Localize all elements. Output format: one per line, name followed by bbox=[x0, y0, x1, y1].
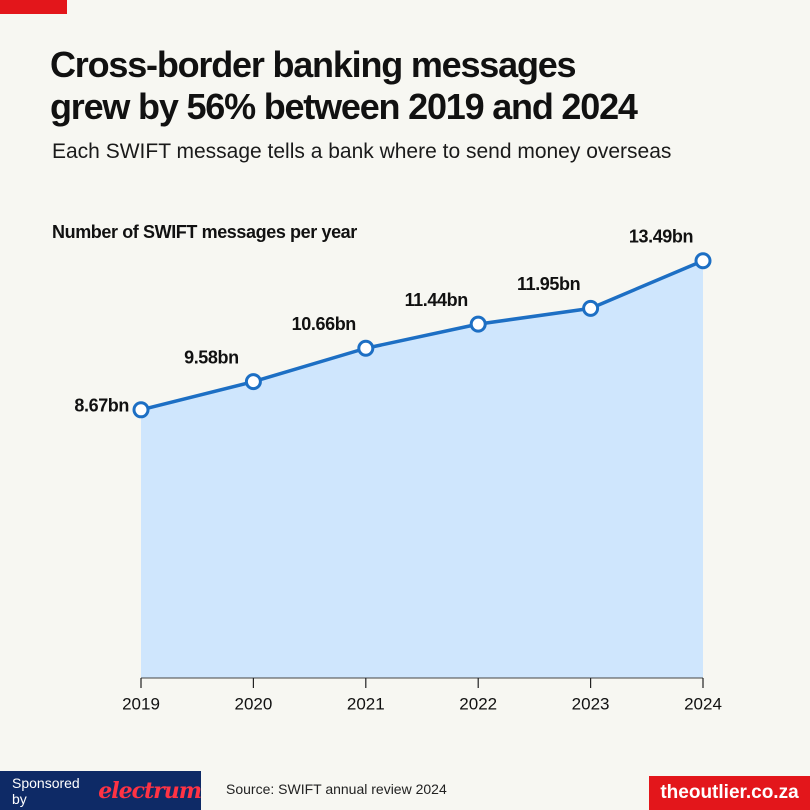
y-axis-label: Number of SWIFT messages per year bbox=[52, 222, 357, 242]
chart-title: Cross-border banking messages grew by 56… bbox=[50, 44, 638, 128]
data-label: 11.95bn bbox=[517, 274, 580, 294]
data-label: 9.58bn bbox=[184, 347, 239, 367]
line bbox=[140, 259, 704, 412]
point bbox=[244, 373, 262, 391]
site-badge[interactable]: theoutlier.co.za bbox=[649, 776, 810, 810]
x-tick-label: 2019 bbox=[122, 694, 160, 713]
data-label: 11.44bn bbox=[405, 290, 468, 310]
point bbox=[582, 299, 600, 317]
sponsor-name: electrum bbox=[98, 777, 202, 804]
subtitle: Each SWIFT message tells a bank where to… bbox=[52, 140, 672, 163]
data-label: 13.49bn bbox=[629, 226, 693, 246]
sponsor-badge: Sponsored by electrum bbox=[0, 771, 202, 810]
data-label: 10.66bn bbox=[292, 314, 356, 334]
point bbox=[132, 401, 150, 419]
chart: Number of SWIFT messages per year 2019 20… bbox=[52, 222, 722, 714]
point bbox=[694, 252, 712, 270]
x-tick-label: 2021 bbox=[347, 694, 385, 713]
data-label: 8.67bn bbox=[74, 396, 129, 416]
x-tick-label: 2023 bbox=[572, 694, 610, 713]
accent-bar bbox=[0, 0, 67, 14]
title-line: Cross-border banking messages bbox=[50, 44, 577, 85]
x-tick-label: 2020 bbox=[234, 694, 272, 713]
source: Source: SWIFT annual review 2024 bbox=[226, 781, 447, 797]
area bbox=[141, 260, 703, 678]
title-line: grew by 56% between 2019 and 2024 bbox=[50, 86, 638, 127]
point bbox=[469, 315, 487, 333]
x-tick-label: 2024 bbox=[684, 694, 722, 713]
point bbox=[357, 339, 375, 357]
x-tick-label: 2022 bbox=[459, 694, 497, 713]
sponsor-text: Sponsored by bbox=[12, 774, 80, 807]
